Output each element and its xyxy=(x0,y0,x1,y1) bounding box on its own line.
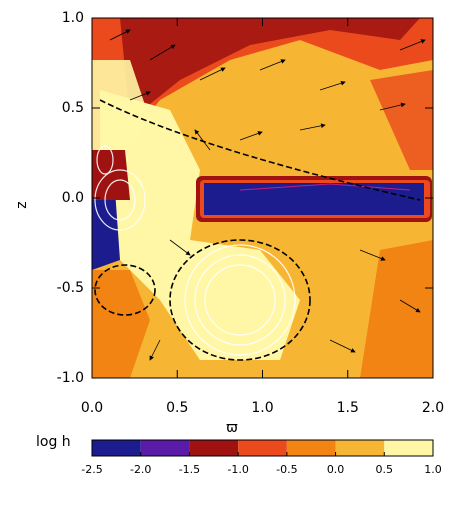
colorbar-tick-label: -1.5 xyxy=(179,463,200,476)
colorbar-segment xyxy=(335,440,385,456)
colorbar-segment xyxy=(384,440,433,456)
colorbar-tick-label: 1.0 xyxy=(424,463,442,476)
colorbar-tick-label: -2.0 xyxy=(130,463,151,476)
y-tick-label: 0.5 xyxy=(62,100,84,116)
x-tick-label: 1.0 xyxy=(251,400,273,416)
colorbar-tick-label: -2.5 xyxy=(81,463,102,476)
x-tick-label: 2.0 xyxy=(422,400,444,416)
colorbar-segment xyxy=(92,440,141,456)
colorbar-segment xyxy=(189,440,239,456)
y-tick-label: -1.0 xyxy=(57,370,84,386)
y-tick-label: -0.5 xyxy=(57,280,84,296)
colorbar-frame xyxy=(91,439,434,457)
y-tick-label: 0.0 xyxy=(62,190,84,206)
x-tick-label: 0.0 xyxy=(81,400,103,416)
x-tick-label: 1.5 xyxy=(337,400,359,416)
x-tick-label: 0.5 xyxy=(166,400,188,416)
colorbar-tick-label: 0.5 xyxy=(376,463,394,476)
colorbar-tick-label: -0.5 xyxy=(276,463,297,476)
colorbar-segment xyxy=(140,440,190,456)
y-tick-label: 1.0 xyxy=(62,10,84,26)
colorbar-segment xyxy=(286,440,336,456)
colorbar-tick-label: 0.0 xyxy=(327,463,345,476)
y-axis-label: z xyxy=(14,201,30,208)
colorbar-segment xyxy=(238,440,287,456)
colorbar-tick-label: -1.0 xyxy=(227,463,248,476)
field xyxy=(92,18,433,378)
colorbar-label: log h xyxy=(36,434,71,450)
x-axis-label: ϖ xyxy=(226,420,238,436)
